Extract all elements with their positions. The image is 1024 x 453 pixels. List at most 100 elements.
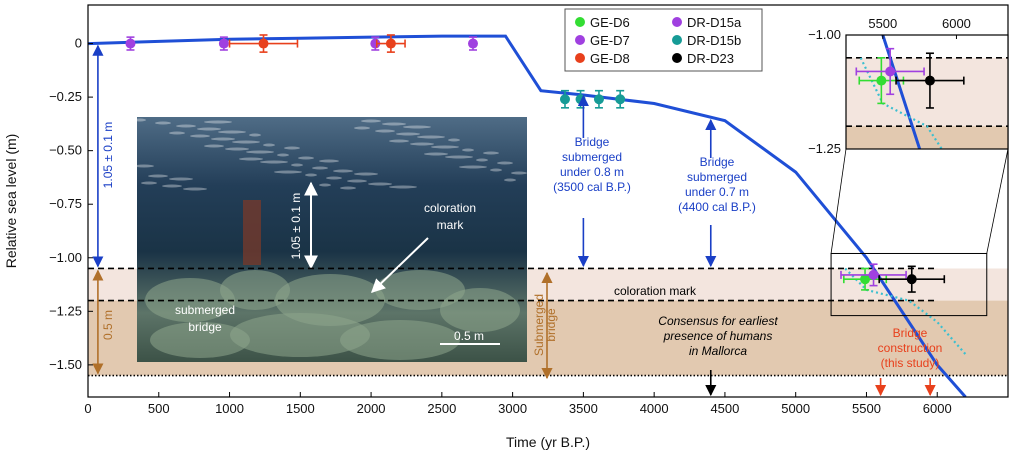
marker (559, 94, 570, 105)
data-point-dr-d15a (840, 263, 907, 287)
inset-x-tick-label: 6000 (942, 16, 971, 31)
photo-coloration-arrow (370, 237, 429, 293)
legend-marker (672, 53, 682, 63)
bridge-construction-label: Bridge construction (this study) (878, 326, 943, 370)
legend-marker (672, 35, 682, 45)
marker (615, 94, 626, 105)
photo-ripple (389, 185, 417, 189)
y-tick-label: −0.25 (49, 89, 82, 104)
legend-entry-ge-d7: GE-D7 (590, 33, 630, 48)
photo-ripple (148, 174, 168, 178)
photo-ripple (448, 138, 460, 142)
marker (868, 269, 879, 280)
photo-rock (440, 288, 520, 332)
photo-ripple (354, 172, 378, 176)
plot-series (88, 34, 967, 397)
inset-frame (845, 34, 1009, 150)
photo-ripple (459, 165, 487, 169)
photo-ripple (232, 140, 260, 144)
legend-box (564, 8, 763, 72)
y-tick-label: −0.50 (49, 143, 82, 158)
legend-entry-ge-d6: GE-D6 (590, 15, 630, 30)
photo-ripple (431, 145, 459, 149)
photo-rock (230, 313, 370, 357)
photo-ripple (445, 155, 473, 159)
photo-ripple (497, 161, 513, 165)
x-axis-label: Time (yr B.P.) (506, 434, 590, 450)
photo-ripple (333, 169, 353, 173)
marker (125, 38, 136, 49)
inset-band (846, 57, 1008, 127)
photo-scale-label: 0.5 m (454, 329, 484, 343)
marker (924, 75, 935, 86)
submerged-bridge-label: Submergedbridge (532, 294, 558, 356)
y-axis-label: Relative sea level (m) (3, 134, 19, 269)
photo-ripple (298, 156, 314, 160)
photo-ripple (225, 147, 249, 151)
photo-ripple (204, 144, 224, 148)
marker (467, 38, 478, 49)
alternative-curve (844, 267, 967, 355)
photo-bridge-label: submerged bridge (175, 303, 235, 334)
x-tick-label: 500 (148, 401, 170, 416)
bridge-0-8-label: Bridge submerged under 0.8 m (3500 cal B.P.… (553, 135, 631, 194)
photo-ripple (305, 173, 317, 177)
photo-ripple (183, 187, 207, 191)
data-point-dr-d15a-inset (855, 47, 925, 96)
x-tick-label: 3500 (569, 401, 598, 416)
photo-ripple (134, 118, 146, 122)
x-tick-label: 5500 (852, 401, 881, 416)
x-tick-label: 5000 (781, 401, 810, 416)
inset-y-tick-label: −1.00 (808, 27, 841, 42)
photo-ripple (249, 133, 261, 137)
data-point-ge-d7 (125, 36, 136, 51)
photo-ripple (277, 153, 289, 157)
marker (370, 38, 381, 49)
photo-ripple (260, 160, 288, 164)
inset-connector (830, 148, 847, 254)
inset-content (846, 35, 1008, 149)
photo-ripple (263, 143, 275, 147)
photo-ripple (396, 132, 420, 136)
marker (218, 38, 229, 49)
photo-ripple (483, 151, 499, 155)
photo-ripple (424, 152, 448, 156)
data-point-dr-d23-inset (895, 52, 965, 109)
inset-x-tick-label: 5500 (868, 16, 897, 31)
data-point-ge-d8 (228, 34, 299, 53)
legend-marker (575, 53, 585, 63)
legend-marker (575, 35, 585, 45)
photo-ripple (375, 129, 395, 133)
data-point-ge-d7 (370, 36, 381, 51)
data-point-ge-d8 (375, 34, 406, 53)
inset-plot: 5500 6000 −1.00 −1.25 (808, 16, 1009, 156)
x-tick-label: 4000 (640, 401, 669, 416)
photo-ripple (361, 119, 381, 123)
marker (258, 38, 269, 49)
photo-ripple (382, 122, 406, 126)
legend: GE-D6 GE-D7 GE-D8 DR-D15a DR-D15b DR-D23 (564, 8, 763, 72)
photo-ripple (211, 137, 235, 141)
marker (385, 38, 396, 49)
legend-entry-dr-d23: DR-D23 (687, 51, 734, 66)
x-tick-label: 6000 (923, 401, 952, 416)
photo-ripple (141, 181, 157, 185)
consensus-label: Consensus for earliest presence of humans… (658, 314, 778, 358)
bridge-0-7-label: Bridge submerged under 0.7 m (4400 cal B.P.… (678, 155, 756, 214)
photo-ripple (511, 171, 527, 175)
legend-marker (672, 17, 682, 27)
sea-level-curve (88, 34, 967, 397)
y-tick-label: 0 (75, 36, 82, 51)
y-tick-label: −1.25 (49, 303, 82, 318)
photo-ripple (490, 168, 502, 172)
coloration-mark-label: coloration mark (614, 284, 697, 298)
photo-ripple (312, 166, 328, 170)
marker (906, 274, 917, 285)
photo-ripple (284, 146, 300, 150)
marker (593, 94, 604, 105)
inset-connector (986, 148, 1009, 254)
photo-ripple (155, 121, 171, 125)
x-tick-label: 1500 (286, 401, 315, 416)
data-point-dr-d23 (878, 265, 946, 293)
photo-diver (243, 200, 261, 265)
